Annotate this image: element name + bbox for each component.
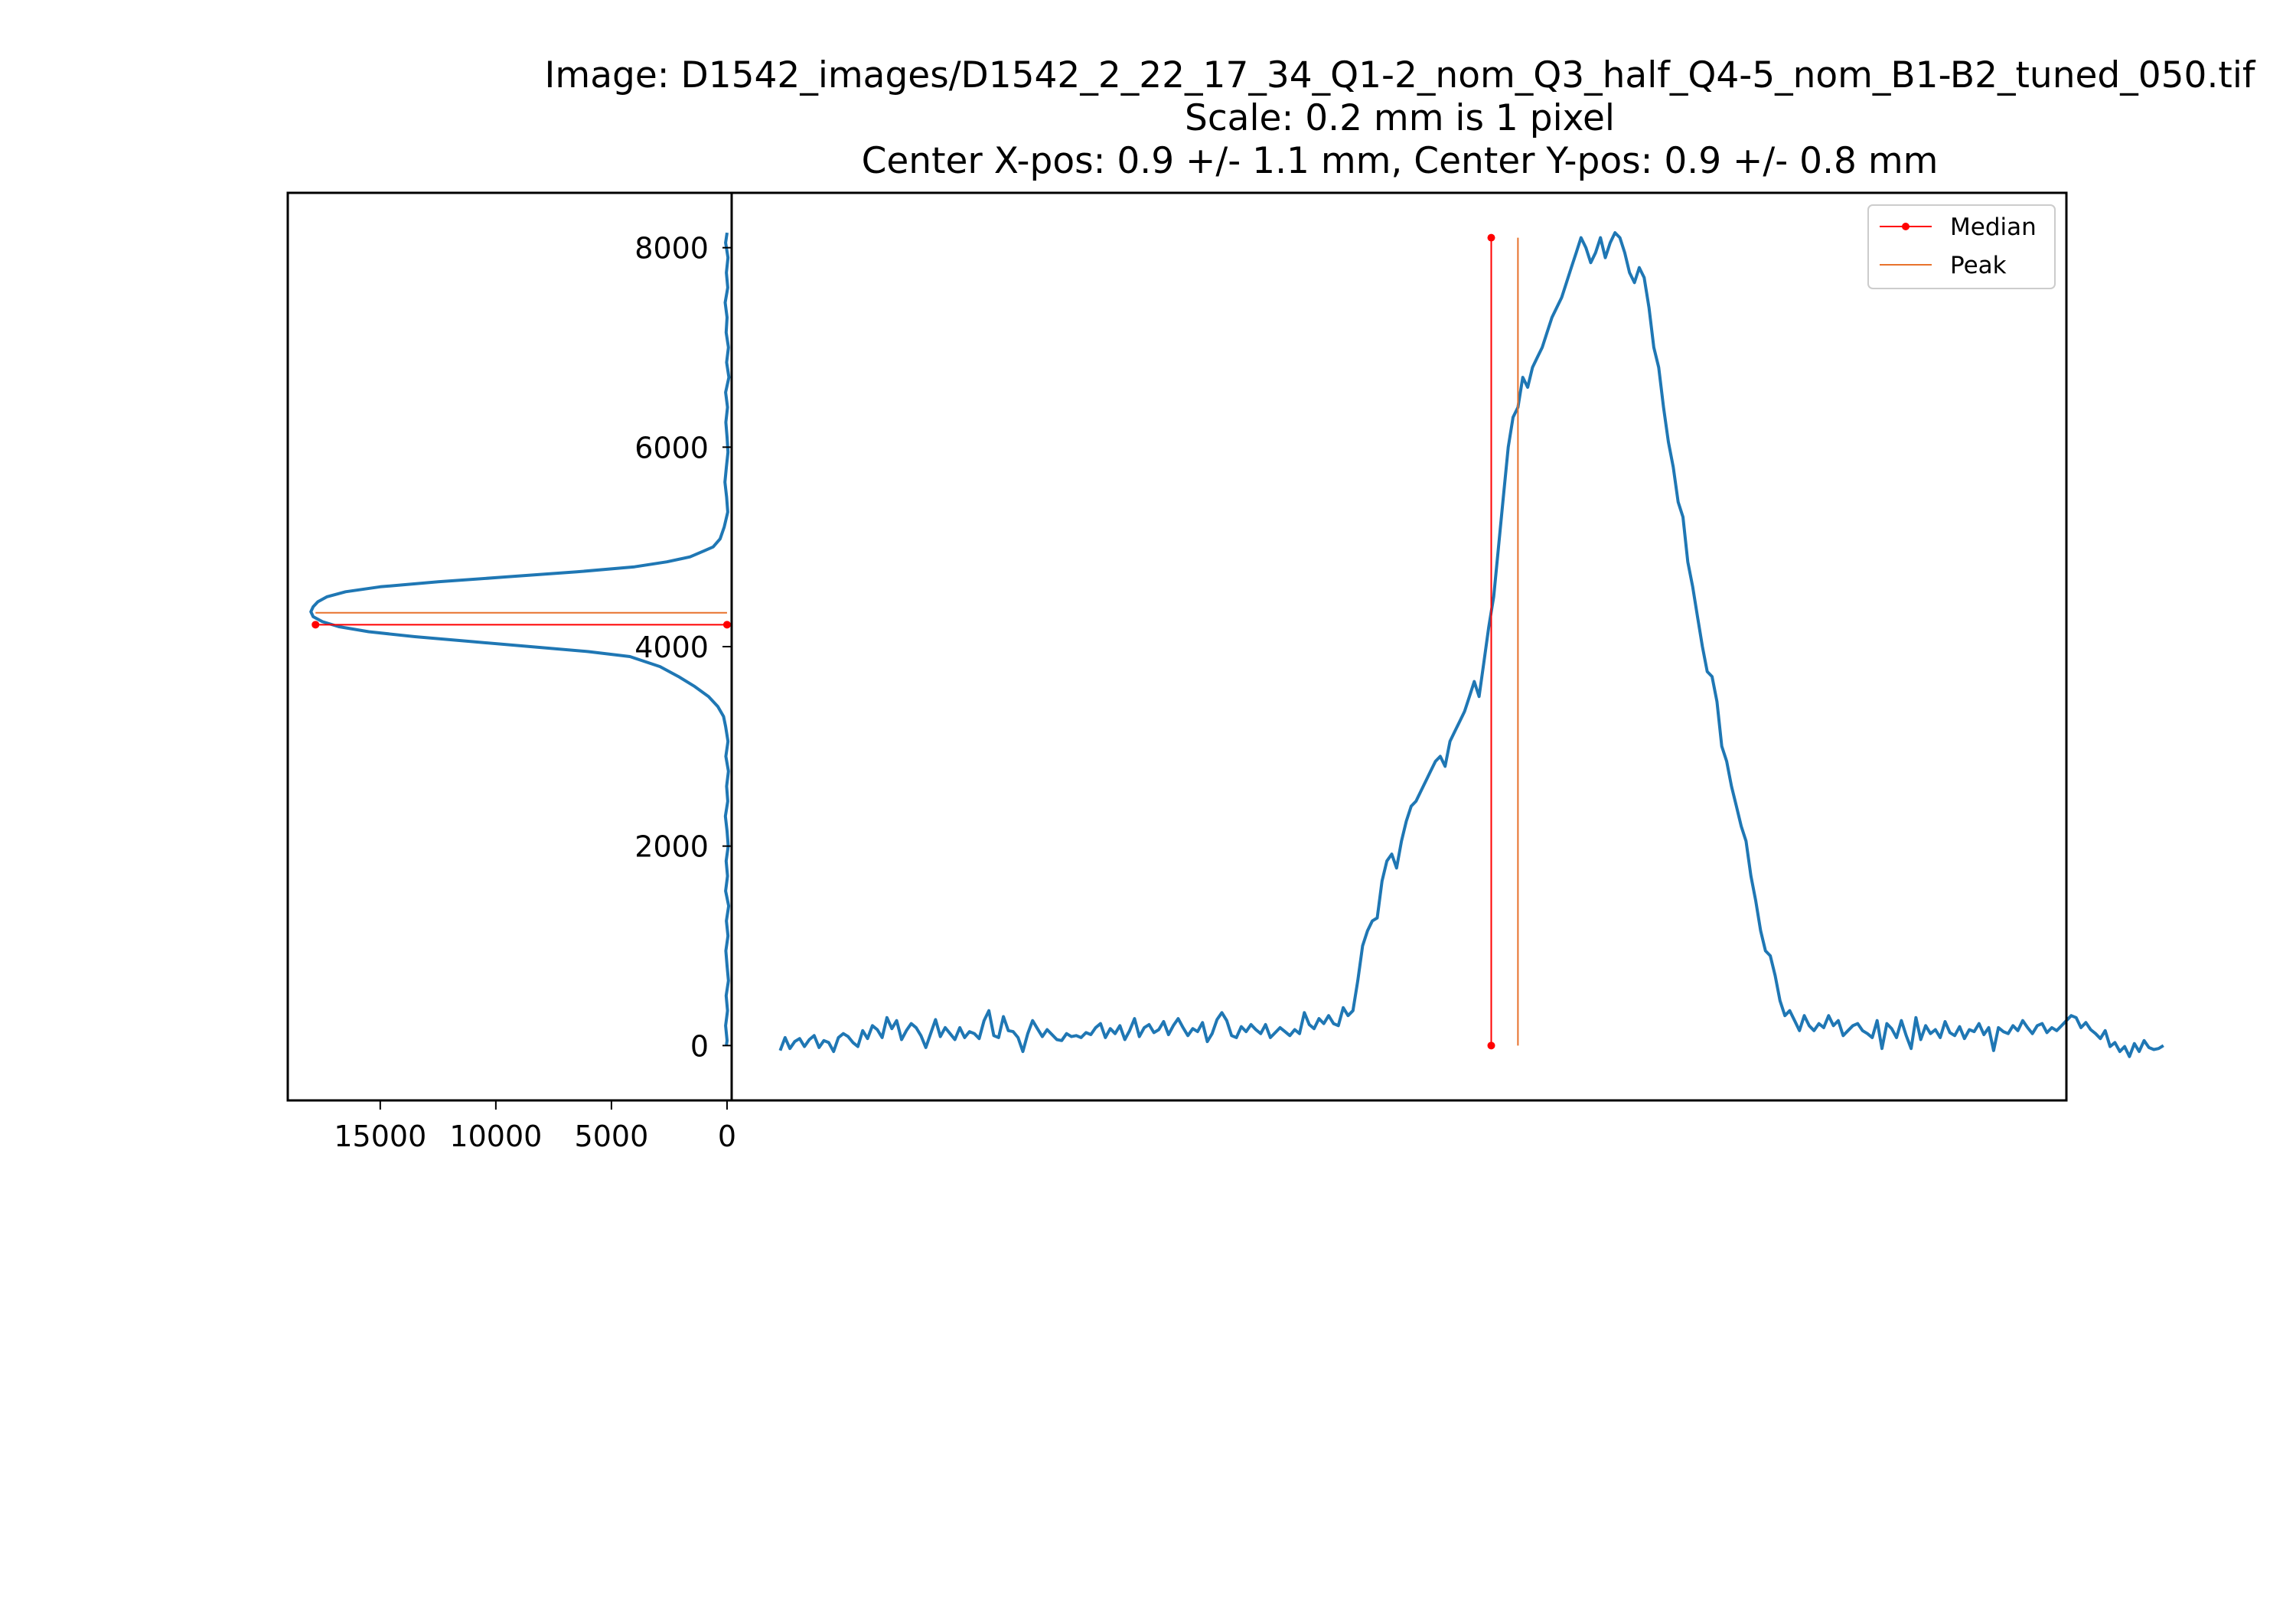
vertical-profile-x-tick-label-2: 5000: [575, 1120, 649, 1153]
horizontal-profile-y-tick-label-4: 8000: [634, 232, 709, 266]
horizontal-profile-series: [778, 231, 2164, 1058]
horizontal-profile-y-tick-label-2: 4000: [634, 631, 709, 664]
legend-median-label: Median: [1950, 214, 2037, 241]
title-line-3: Center X-pos: 0.9 +/- 1.1 mm, Center Y-p…: [862, 140, 1939, 182]
horizontal-profile-line: [778, 231, 2164, 1058]
horizontal-profile-y-tick-label-0: 0: [690, 1029, 709, 1063]
vertical-profile-line: [309, 232, 731, 1046]
horizontal-profile-y-tick-label-1: 2000: [634, 830, 709, 864]
vertical-profile-x-tick-label-1: 10000: [449, 1120, 542, 1153]
horizontal-profile-markers: [1487, 233, 1519, 1050]
horizontal-profile-frame: [730, 191, 2068, 1102]
vertical-profile-median-marker-end: [311, 621, 320, 629]
legend-median-marker: [1902, 223, 1910, 230]
horizontal-profile-median-marker-top: [1487, 233, 1495, 242]
vertical-profile-markers: [311, 611, 731, 629]
vertical-profile-median-marker-start: [722, 621, 731, 629]
vertical-profile-x-ticks: 15000 10000 5000 0: [334, 1100, 736, 1153]
legend: Median Peak: [1867, 204, 2056, 289]
title-line-2: Scale: 0.2 mm is 1 pixel: [1185, 97, 1615, 139]
vertical-profile-series: [309, 232, 731, 1046]
vertical-profile-x-tick-label-0: 15000: [334, 1120, 426, 1153]
horizontal-profile-y-ticks: 0 2000 4000 6000 8000: [634, 232, 732, 1063]
horizontal-profile-y-tick-label-3: 6000: [634, 431, 709, 464]
vertical-profile-x-tick-label-3: 0: [718, 1120, 736, 1153]
title-line-1: Image: D1542_images/D1542_2_22_17_34_Q1-…: [545, 54, 2256, 96]
horizontal-profile-median-marker-bottom: [1487, 1041, 1495, 1050]
legend-peak-label: Peak: [1950, 252, 2007, 279]
figure-title: Image: D1542_images/D1542_2_22_17_34_Q1-…: [545, 54, 2256, 182]
horizontal-profile-panel: 0 2000 4000 6000 8000: [634, 191, 2164, 1102]
